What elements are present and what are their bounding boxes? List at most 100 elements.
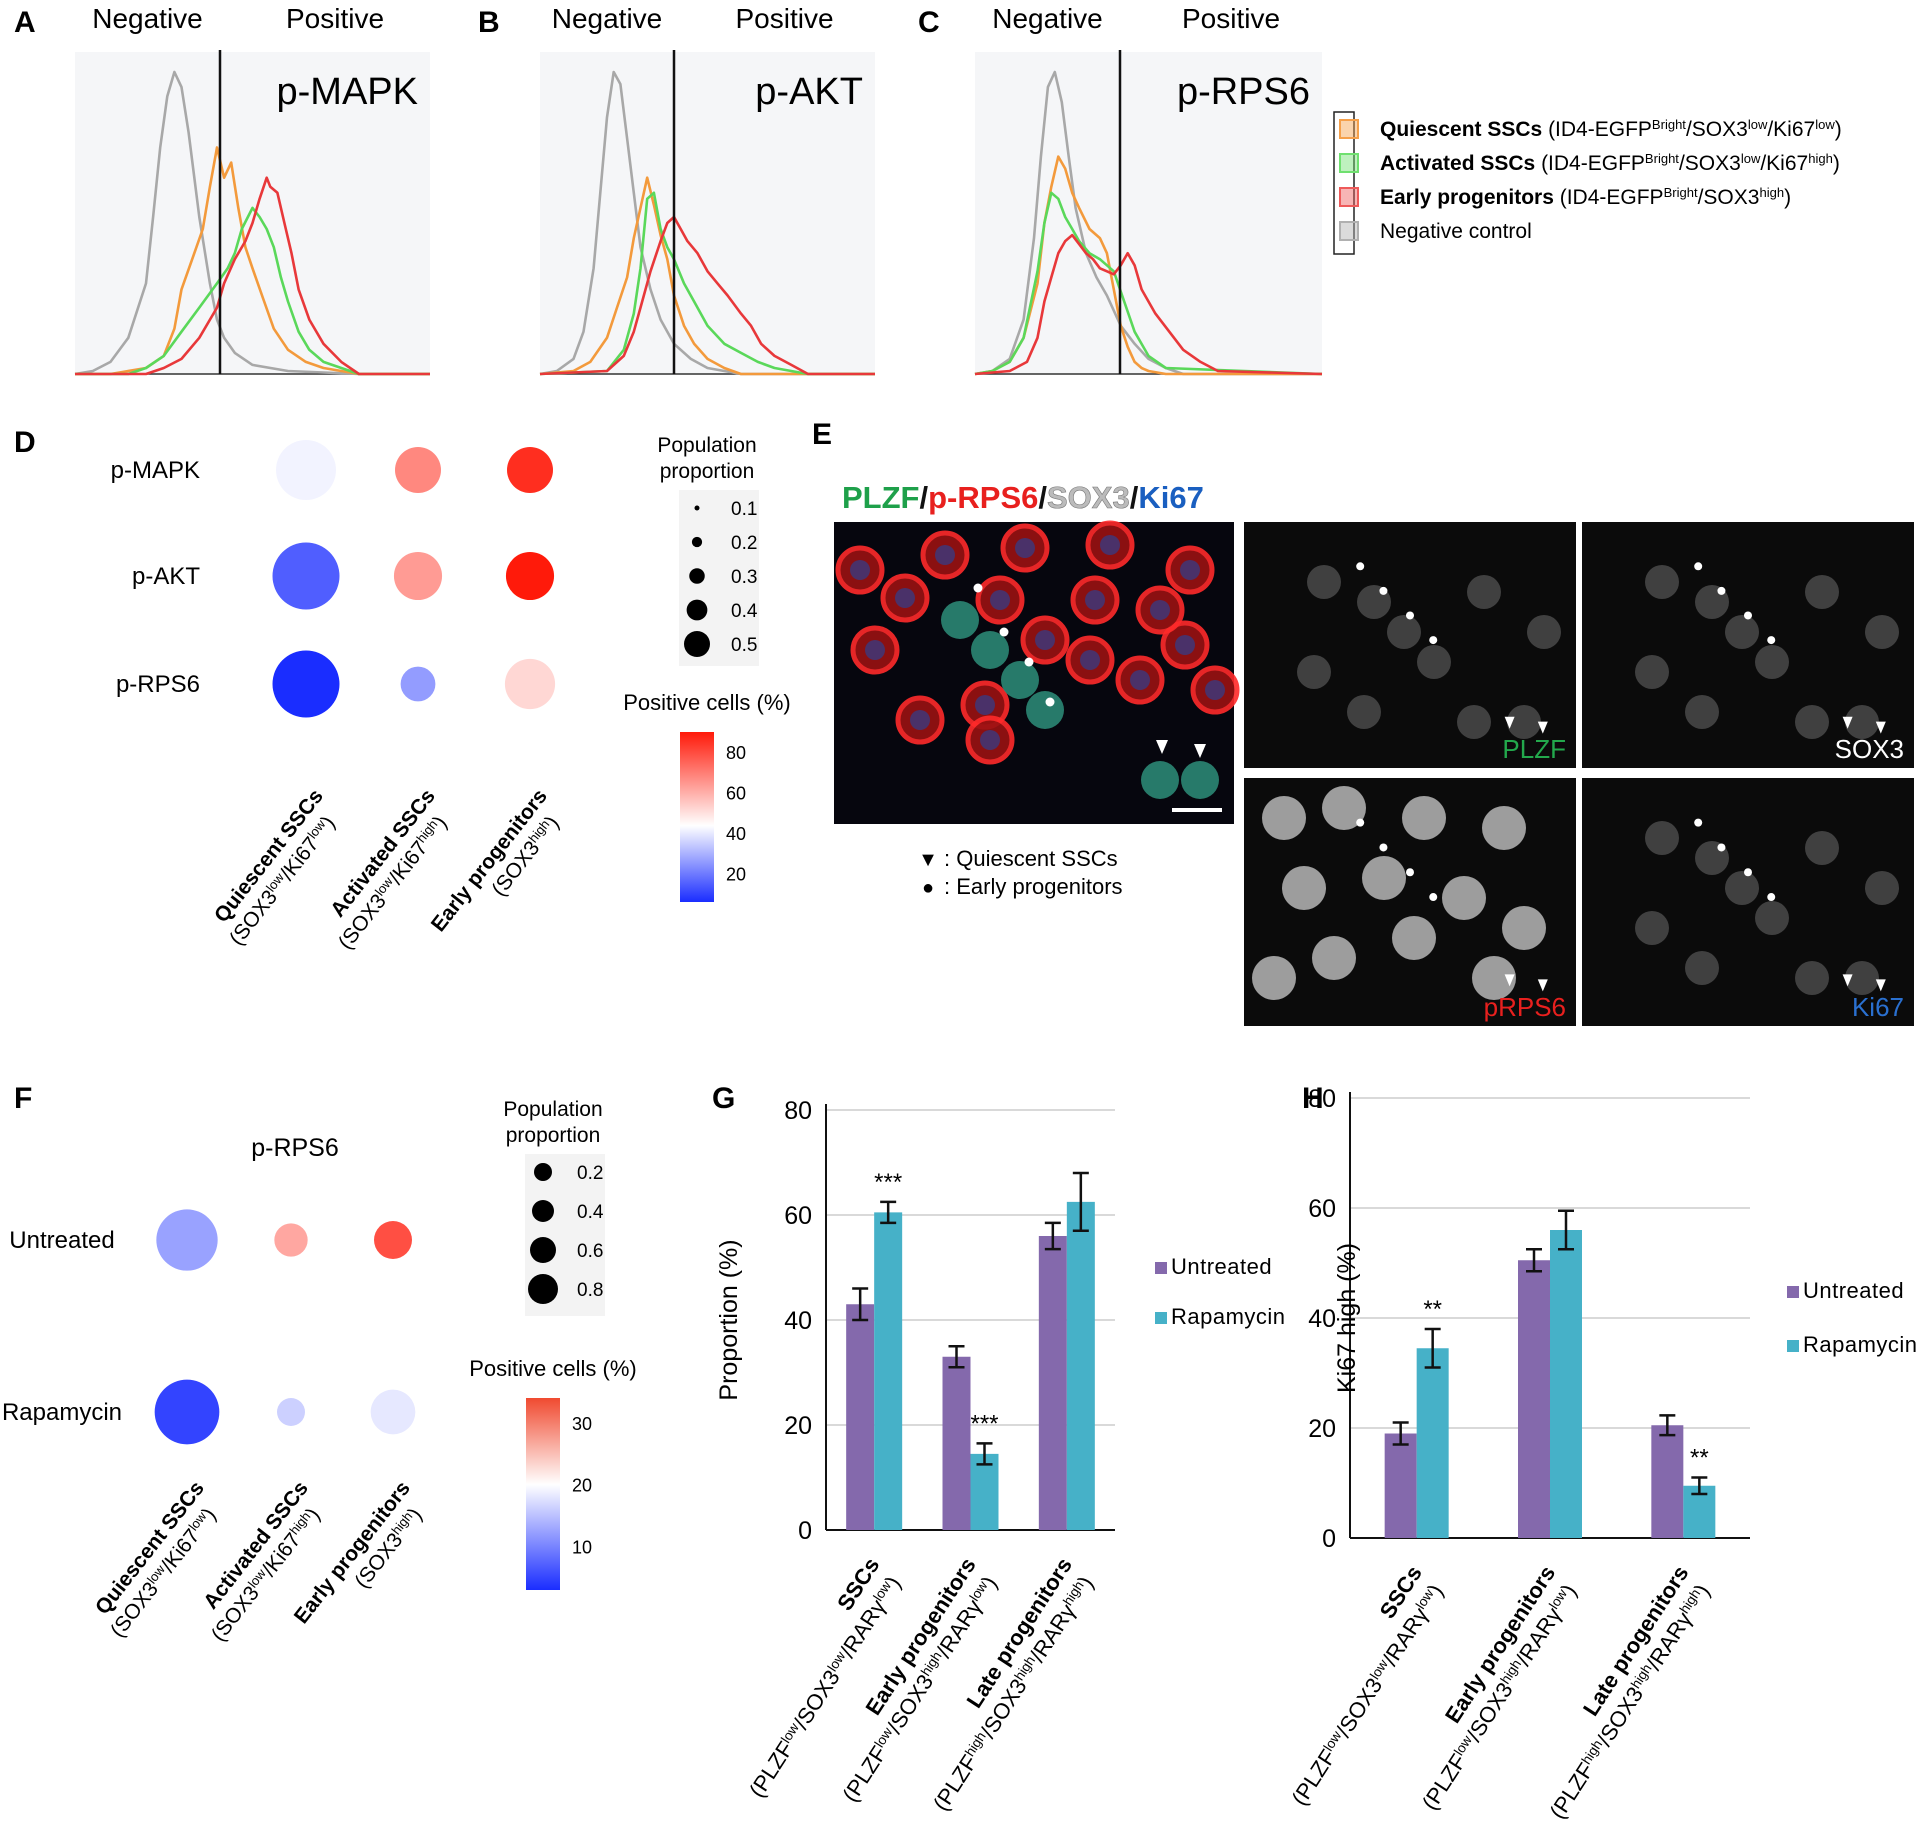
green-cell bbox=[971, 631, 1009, 669]
cell bbox=[1347, 695, 1381, 729]
progenitor-dot bbox=[1429, 636, 1438, 645]
y-tick-label: 40 bbox=[784, 1307, 812, 1335]
channel-panel-ki67: Ki67 bbox=[1582, 778, 1914, 1026]
cell bbox=[1725, 615, 1759, 649]
nucleus bbox=[1205, 680, 1225, 700]
size-legend-value: 0.6 bbox=[577, 1241, 603, 1262]
category-label-sub: (PLZFhigh/SOX3high/RARγhigh) bbox=[1545, 1580, 1715, 1821]
bar-untreated-2 bbox=[942, 1356, 971, 1530]
cell bbox=[1417, 645, 1451, 679]
cell bbox=[1645, 565, 1679, 599]
color-tick-label: 20 bbox=[726, 865, 746, 885]
dot-3-1 bbox=[272, 650, 340, 718]
text-part: (PLZF bbox=[1417, 1749, 1471, 1814]
progenitor-dot bbox=[1356, 562, 1365, 571]
histogram-c: Negative Positive p-RPS6 bbox=[974, 3, 1323, 376]
nucleus bbox=[1150, 600, 1170, 620]
bar-untreated-3 bbox=[1651, 1425, 1684, 1538]
text-part: (PLZF bbox=[1545, 1758, 1599, 1821]
cell bbox=[1387, 615, 1421, 649]
dot-2-2 bbox=[393, 551, 443, 601]
progenitor-dot bbox=[1024, 657, 1034, 667]
quiescent-arrowhead bbox=[1842, 974, 1853, 987]
stain-title-part: SOX3 bbox=[1047, 480, 1130, 515]
dotplot-d: p-MAPK p-AKT p-RPS6 Quiescent SSCs(SOX3low/… bbox=[111, 434, 791, 954]
text-part: low bbox=[1741, 151, 1761, 166]
green-cell bbox=[1001, 661, 1039, 699]
stain-title-part: / bbox=[1130, 480, 1139, 515]
nucleus bbox=[990, 590, 1010, 610]
green-cell bbox=[941, 601, 979, 639]
cell bbox=[1805, 831, 1839, 865]
quiescent-arrowhead bbox=[1504, 974, 1515, 987]
cell bbox=[1725, 871, 1759, 905]
panel-label-d: D bbox=[14, 426, 36, 459]
cell bbox=[1282, 866, 1326, 910]
bar-untreated-1 bbox=[846, 1304, 875, 1530]
cell bbox=[1322, 786, 1366, 830]
legend-symbol: ● bbox=[922, 877, 934, 899]
quiescent-arrowhead bbox=[1194, 744, 1206, 758]
text-part: low bbox=[1748, 117, 1768, 132]
channel-label: PLZF bbox=[1502, 734, 1566, 764]
size-legend-dot bbox=[532, 1200, 554, 1222]
text-part: Negative control bbox=[1380, 220, 1532, 243]
cell bbox=[1252, 956, 1296, 1000]
text-part: Bright bbox=[1645, 151, 1679, 166]
text-part: (PLZF bbox=[838, 1741, 892, 1806]
progenitor-dot bbox=[1744, 611, 1752, 620]
text-part: (ID4-EGFP bbox=[1535, 152, 1645, 175]
y-axis-label: Ki67 high (%) bbox=[1333, 1243, 1361, 1393]
legend-item-text: Early progenitors (ID4-EGFPBright/SOX3hi… bbox=[1380, 185, 1791, 210]
cell bbox=[1362, 856, 1406, 900]
progenitor-dot bbox=[1744, 868, 1752, 877]
channel-panel-plzf: PLZF bbox=[1244, 522, 1576, 768]
panel-label-g: G bbox=[712, 1082, 735, 1115]
legend-text: : Quiescent SSCs bbox=[944, 846, 1118, 871]
channel-label: SOX3 bbox=[1835, 734, 1904, 764]
stain-title-part: PLZF bbox=[842, 480, 920, 515]
size-legend-dot bbox=[689, 568, 705, 584]
color-bar bbox=[680, 732, 714, 902]
text-part: ) bbox=[1833, 152, 1840, 175]
text-part: /SOX3 bbox=[1698, 186, 1760, 209]
quiescent-arrowhead bbox=[1537, 721, 1548, 734]
progenitor-dot bbox=[1717, 586, 1726, 595]
cell bbox=[1795, 705, 1829, 739]
nucleus bbox=[1080, 650, 1100, 670]
cell bbox=[1865, 871, 1899, 905]
dot-2-3 bbox=[370, 1389, 416, 1435]
significance-stars: ** bbox=[1423, 1296, 1442, 1323]
cell bbox=[1865, 615, 1899, 649]
nucleus bbox=[1085, 590, 1105, 610]
bar-rapamycin-2 bbox=[970, 1453, 999, 1530]
text-part: /SOX3 bbox=[1331, 1673, 1387, 1741]
row-label: p-RPS6 bbox=[116, 671, 200, 698]
y-axis-label-group: Proportion (%) bbox=[715, 1239, 743, 1400]
progenitor-dot bbox=[1406, 868, 1414, 877]
row-label: p-MAPK bbox=[111, 457, 200, 484]
cell bbox=[1685, 695, 1719, 729]
color-tick-label: 40 bbox=[726, 824, 746, 844]
nucleus bbox=[980, 730, 1000, 750]
color-tick-label: 60 bbox=[726, 784, 746, 804]
color-tick-label: 80 bbox=[726, 743, 746, 763]
channel-panel-sox3: SOX3 bbox=[1582, 522, 1914, 768]
negative-label: Negative bbox=[92, 3, 203, 34]
color-legend-title: Positive cells (%) bbox=[623, 690, 790, 715]
size-legend-title: proportion bbox=[660, 460, 755, 483]
legend-swatch bbox=[1155, 1312, 1167, 1324]
bar-rapamycin-3 bbox=[1066, 1201, 1095, 1530]
column-label: Early progenitors(SOX3high) bbox=[290, 1477, 427, 1628]
dotplot-title: p-RPS6 bbox=[251, 1134, 339, 1162]
progenitor-dot bbox=[1356, 818, 1365, 827]
progenitor-dot bbox=[1379, 586, 1388, 595]
significance-stars: *** bbox=[970, 1410, 998, 1437]
progenitor-dot bbox=[1694, 562, 1703, 571]
cell bbox=[1307, 565, 1341, 599]
column-label: Quiescent SSCs(SOX3low/Ki67low) bbox=[210, 785, 340, 950]
panel-label-h: H bbox=[1302, 1082, 1324, 1115]
text-part: Bright bbox=[1664, 185, 1698, 200]
